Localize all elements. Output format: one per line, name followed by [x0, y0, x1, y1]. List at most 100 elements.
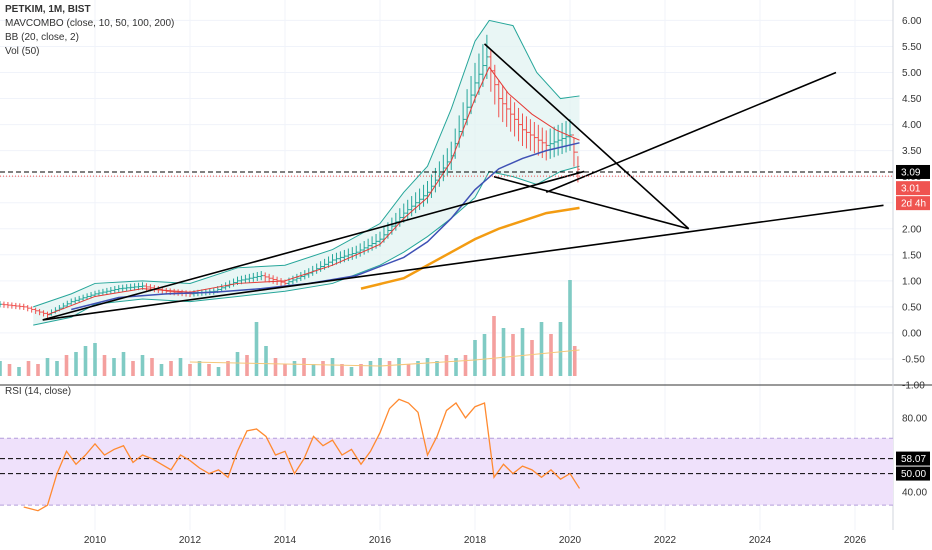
y-tick-label: -1.00 [902, 381, 925, 392]
volume-bar [226, 361, 230, 376]
x-tick-label: 2020 [559, 535, 582, 546]
bollinger-bands [33, 19, 580, 326]
y-tick-label: 1.50 [902, 250, 922, 261]
bb-fill [33, 20, 580, 326]
ma-line [47, 66, 580, 316]
y-tick-label: 6.00 [902, 16, 922, 27]
trend-line [483, 43, 690, 230]
volume-bar [17, 367, 21, 376]
volume-ma [189, 349, 580, 367]
x-tick-label: 2026 [844, 535, 867, 546]
volume-bar [45, 358, 50, 376]
y-tick-label: 4.50 [902, 94, 922, 105]
x-tick-label: 2014 [274, 535, 297, 546]
moving-averages [47, 66, 580, 316]
price-tag-countdown-bg [896, 196, 930, 211]
volume-bar [558, 322, 563, 376]
y-tick-label: 3.50 [902, 146, 922, 157]
volume-bar [311, 364, 316, 376]
volume-bar [83, 346, 88, 376]
trend-line [545, 71, 837, 194]
volume-bar [359, 364, 363, 376]
volume-bar [235, 352, 240, 376]
volume-bar [74, 352, 78, 376]
volume-bar [93, 343, 97, 376]
volume-bar [520, 328, 525, 376]
volume-bar [197, 361, 202, 376]
volume-bar [207, 364, 211, 376]
rsi-tick-label: 80.00 [902, 413, 927, 424]
volume-bar [473, 340, 477, 376]
volume-bar [112, 358, 116, 376]
price-bars [0, 34, 580, 318]
volume-bar [292, 361, 297, 376]
volume-bar [102, 355, 107, 376]
volume-bar [572, 346, 577, 376]
symbol-title: PETKIM, 1M, BIST [5, 4, 91, 15]
x-tick-label: 2010 [84, 535, 107, 546]
x-tick-label: 2012 [179, 535, 202, 546]
trend-line [493, 175, 689, 230]
x-tick-label: 2022 [654, 535, 677, 546]
volume-bar [330, 358, 335, 376]
volume-bar [539, 322, 544, 376]
rsi-tag-lower-bg [896, 466, 930, 481]
rsi-tag-upper-bg [896, 451, 930, 466]
rsi-band [0, 438, 893, 506]
ma-line [360, 206, 580, 290]
trend-lines [0, 43, 893, 321]
volume-bar [150, 358, 154, 376]
indicator-bb[interactable]: BB (20, close, 2) [5, 32, 79, 43]
volume-bar [444, 355, 449, 376]
y-tick-label: 5.00 [902, 68, 922, 79]
volume-bar [463, 355, 468, 376]
rsi-tag-upper: 58.07 [901, 454, 926, 465]
volume-bar [387, 361, 392, 376]
y-tick-label: 2.00 [902, 224, 922, 235]
volume-bar [501, 328, 506, 376]
volume-bar [340, 364, 344, 376]
volume-bar [188, 364, 192, 376]
trend-line [42, 170, 585, 321]
volume-bar [121, 352, 126, 376]
rsi-line [23, 398, 581, 512]
x-tick-label: 2024 [749, 535, 772, 546]
volume-bar [549, 334, 553, 376]
volume-bar [368, 361, 373, 376]
x-tick-label: 2018 [464, 535, 487, 546]
price-tag-last: 3.09 [901, 167, 921, 178]
volume-bar [530, 340, 534, 376]
axes: 6.005.505.004.504.003.503.002.502.001.50… [84, 16, 930, 546]
volume-bar [321, 361, 325, 376]
price-tag-last-bg [896, 164, 930, 179]
volume-bar [26, 361, 31, 376]
volume-bar [397, 358, 401, 376]
volume-bar [302, 358, 306, 376]
indicator-vol[interactable]: Vol (50) [5, 46, 40, 57]
rsi-pane [0, 398, 893, 512]
volume-bar [254, 322, 259, 376]
volume-bar [159, 364, 164, 376]
volume-bar [36, 364, 40, 376]
volume-bars [0, 280, 580, 376]
bb-upper [33, 19, 580, 308]
price-tag-current: 3.01 [901, 184, 921, 195]
y-tick-label: 0.50 [902, 302, 922, 313]
volume-bar [178, 358, 183, 376]
volume-bar [406, 364, 411, 376]
y-tick-label: -0.50 [902, 354, 925, 365]
volume-bar [283, 364, 287, 376]
rsi-tick-label: 40.00 [902, 488, 927, 499]
price-tag-countdown: 2d 4h [901, 199, 926, 210]
indicator-mavcombo[interactable]: MAVCOMBO (close, 10, 50, 100, 200) [5, 18, 175, 29]
volume-bar [378, 358, 382, 376]
rsi-title[interactable]: RSI (14, close) [5, 386, 72, 397]
volume-bar [264, 346, 268, 376]
price-tag-current-bg [896, 181, 930, 196]
volume-bar [273, 358, 278, 376]
volume-bar [140, 355, 145, 376]
volume-bar [511, 334, 515, 376]
volume-bar [435, 361, 439, 376]
y-tick-label: 1.00 [902, 276, 922, 287]
